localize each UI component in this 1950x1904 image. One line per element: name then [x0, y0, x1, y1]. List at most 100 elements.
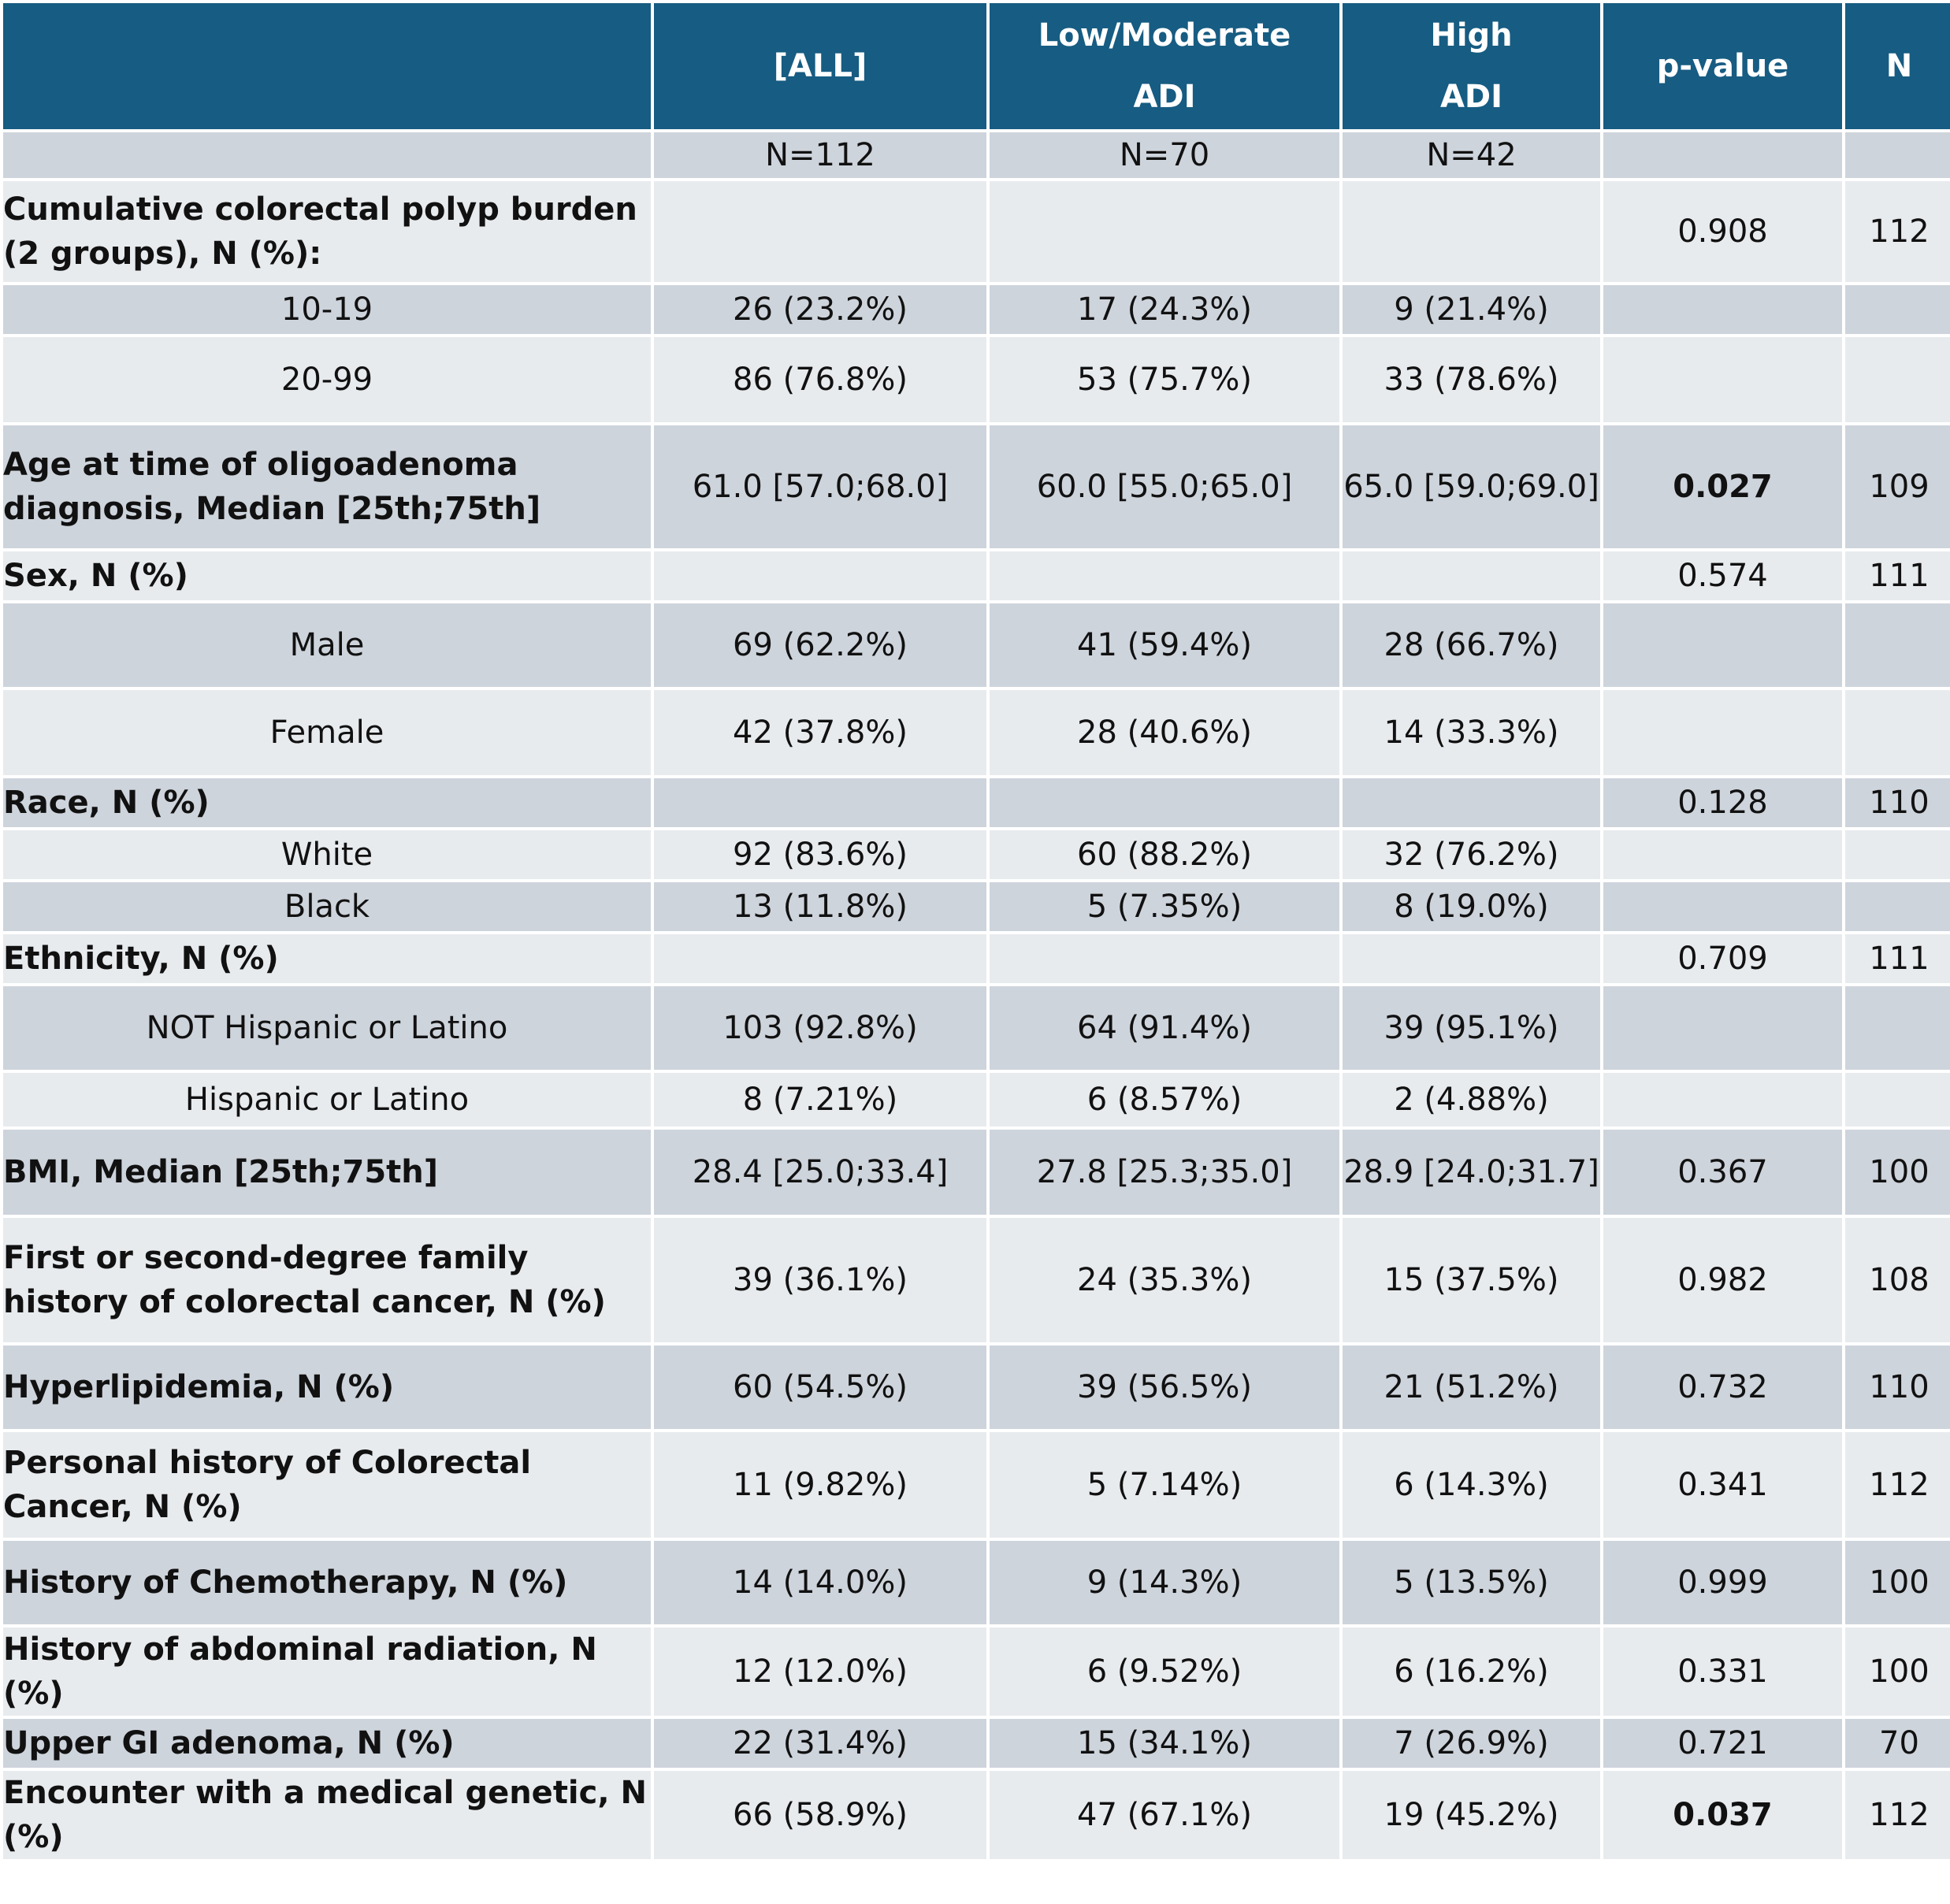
cell-pvalue: [1603, 882, 1842, 931]
cell-high: 7 (26.9%): [1343, 1719, 1600, 1768]
cell-pvalue: 0.721: [1603, 1719, 1842, 1768]
cell-all: [654, 778, 986, 827]
counts-label: [3, 132, 651, 178]
cell-low: 24 (35.3%): [990, 1218, 1339, 1342]
cell-pvalue: [1603, 830, 1842, 879]
cell-all: 8 (7.21%): [654, 1073, 986, 1126]
cell-all: 13 (11.8%): [654, 882, 986, 931]
table-row: Encounter with a medical genetic, N (%) …: [3, 1771, 1950, 1859]
cell-all: [654, 934, 986, 983]
cell-n: 112: [1845, 1771, 1950, 1859]
cell-pvalue: [1603, 285, 1842, 334]
cell-all: 14 (14.0%): [654, 1541, 986, 1624]
cell-low: [990, 778, 1339, 827]
cell-low: 64 (91.4%): [990, 986, 1339, 1070]
row-label: BMI, Median [25th;75th]: [3, 1130, 651, 1215]
row-label: NOT Hispanic or Latino: [3, 986, 651, 1070]
header-row: [ALL] Low/Moderate ADI High ADI p-value …: [3, 3, 1950, 129]
cell-n: [1845, 986, 1950, 1070]
cell-n: [1845, 1073, 1950, 1126]
cell-pvalue: 0.574: [1603, 551, 1842, 600]
cell-all: 22 (31.4%): [654, 1719, 986, 1768]
header-high-line1: High: [1430, 17, 1513, 54]
cell-all: 26 (23.2%): [654, 285, 986, 334]
table-row: Sex, N (%) 0.574 111: [3, 551, 1950, 600]
counts-low: N=70: [990, 132, 1339, 178]
table-row: Upper GI adenoma, N (%) 22 (31.4%) 15 (3…: [3, 1719, 1950, 1768]
header-all: [ALL]: [654, 3, 986, 129]
counts-row: N=112 N=70 N=42: [3, 132, 1950, 178]
cell-pvalue: 0.331: [1603, 1627, 1842, 1716]
cell-high: 15 (37.5%): [1343, 1218, 1600, 1342]
cell-high: 21 (51.2%): [1343, 1345, 1600, 1429]
table-row: White 92 (83.6%) 60 (88.2%) 32 (76.2%): [3, 830, 1950, 879]
row-label: Sex, N (%): [3, 551, 651, 600]
row-label: Hyperlipidemia, N (%): [3, 1345, 651, 1429]
table-row: Personal history of Colorectal Cancer, N…: [3, 1432, 1950, 1538]
cell-all: 39 (36.1%): [654, 1218, 986, 1342]
table-row: Male 69 (62.2%) 41 (59.4%) 28 (66.7%): [3, 603, 1950, 687]
cell-high: 32 (76.2%): [1343, 830, 1600, 879]
cell-high: 6 (16.2%): [1343, 1627, 1600, 1716]
cell-n: 100: [1845, 1541, 1950, 1624]
cell-pvalue: 0.732: [1603, 1345, 1842, 1429]
cell-high: 33 (78.6%): [1343, 337, 1600, 422]
row-label: History of abdominal radiation, N (%): [3, 1627, 651, 1716]
row-label: Race, N (%): [3, 778, 651, 827]
row-label: Ethnicity, N (%): [3, 934, 651, 983]
counts-p: [1603, 132, 1842, 178]
table-row: Female 42 (37.8%) 28 (40.6%) 14 (33.3%): [3, 690, 1950, 775]
cell-high: 8 (19.0%): [1343, 882, 1600, 931]
cell-pvalue: 0.982: [1603, 1218, 1842, 1342]
cell-high: 2 (4.88%): [1343, 1073, 1600, 1126]
cell-low: 47 (67.1%): [990, 1771, 1339, 1859]
header-pvalue: p-value: [1603, 3, 1842, 129]
cell-all: 92 (83.6%): [654, 830, 986, 879]
cell-high: [1343, 934, 1600, 983]
cell-n: 108: [1845, 1218, 1950, 1342]
cell-low: 60.0 [55.0;65.0]: [990, 425, 1339, 548]
row-label: Female: [3, 690, 651, 775]
cell-low: 5 (7.35%): [990, 882, 1339, 931]
cell-high: [1343, 551, 1600, 600]
cell-pvalue: 0.999: [1603, 1541, 1842, 1624]
cell-low: 41 (59.4%): [990, 603, 1339, 687]
cell-n: 111: [1845, 551, 1950, 600]
cell-all: 66 (58.9%): [654, 1771, 986, 1859]
cell-low: 15 (34.1%): [990, 1719, 1339, 1768]
cell-high: 39 (95.1%): [1343, 986, 1600, 1070]
counts-all: N=112: [654, 132, 986, 178]
cell-pvalue: 0.128: [1603, 778, 1842, 827]
cell-low: 27.8 [25.3;35.0]: [990, 1130, 1339, 1215]
cell-n: [1845, 882, 1950, 931]
cell-pvalue: [1603, 337, 1842, 422]
cell-pvalue: [1603, 603, 1842, 687]
header-empty: [3, 3, 651, 129]
cell-pvalue: 0.367: [1603, 1130, 1842, 1215]
table-row: First or second-degree family history of…: [3, 1218, 1950, 1342]
cell-n: 110: [1845, 778, 1950, 827]
cell-n: [1845, 603, 1950, 687]
cell-low: 9 (14.3%): [990, 1541, 1339, 1624]
cell-pvalue: 0.709: [1603, 934, 1842, 983]
cell-low: 39 (56.5%): [990, 1345, 1339, 1429]
counts-high: N=42: [1343, 132, 1600, 178]
header-n: N: [1845, 3, 1950, 129]
header-low-line2: ADI: [1133, 79, 1196, 115]
header-high-line2: ADI: [1439, 79, 1503, 115]
header-low-line1: Low/Moderate: [1038, 17, 1291, 54]
table-row: History of Chemotherapy, N (%) 14 (14.0%…: [3, 1541, 1950, 1624]
cell-high: 6 (14.3%): [1343, 1432, 1600, 1538]
cell-all: [654, 181, 986, 282]
table-row: History of abdominal radiation, N (%) 12…: [3, 1627, 1950, 1716]
cell-pvalue: [1603, 1073, 1842, 1126]
header-low-moderate-adi: Low/Moderate ADI: [990, 3, 1339, 129]
cell-pvalue: 0.027: [1603, 425, 1842, 548]
cell-all: 61.0 [57.0;68.0]: [654, 425, 986, 548]
table-row: Black 13 (11.8%) 5 (7.35%) 8 (19.0%): [3, 882, 1950, 931]
cell-all: 12 (12.0%): [654, 1627, 986, 1716]
table-row: 20-99 86 (76.8%) 53 (75.7%) 33 (78.6%): [3, 337, 1950, 422]
cell-low: 6 (9.52%): [990, 1627, 1339, 1716]
cell-low: 28 (40.6%): [990, 690, 1339, 775]
cell-low: 53 (75.7%): [990, 337, 1339, 422]
